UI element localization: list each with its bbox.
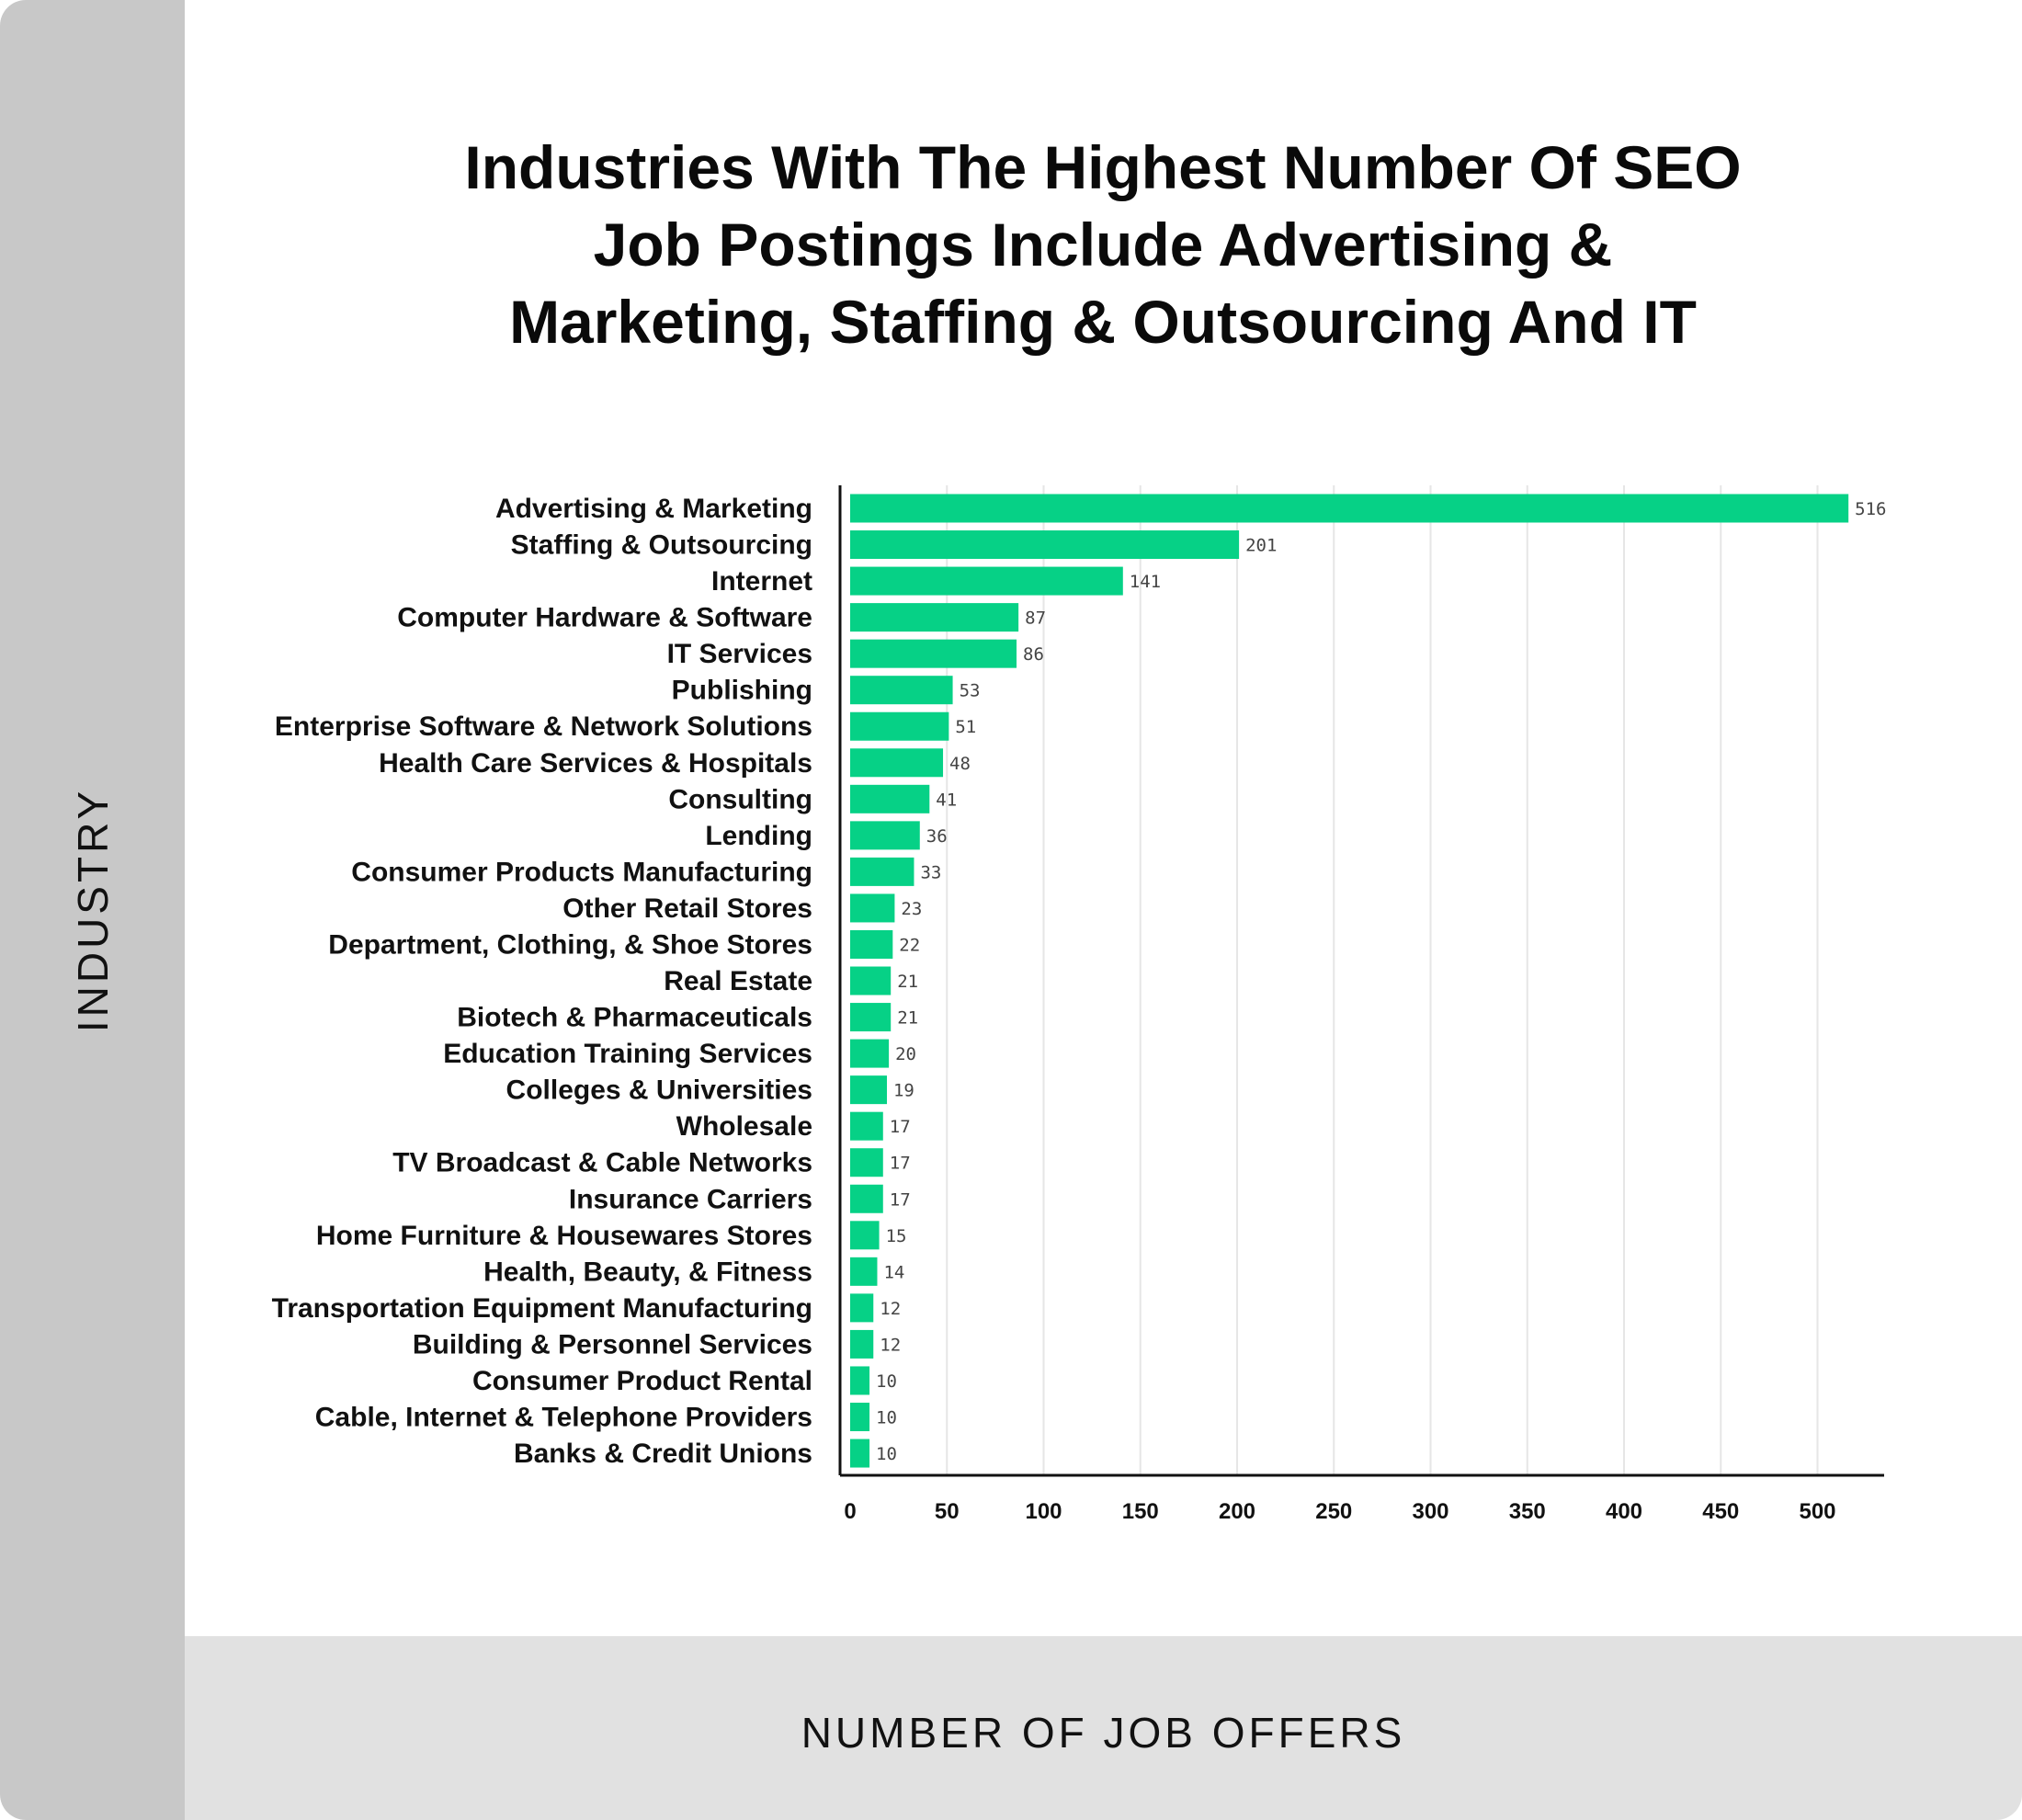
category-label: Health, Beauty, & Fitness — [483, 1257, 812, 1287]
bar — [850, 530, 1240, 560]
data-label: 17 — [890, 1117, 911, 1137]
bar — [850, 639, 1017, 668]
bar — [850, 494, 1849, 523]
category-label: TV Broadcast & Cable Networks — [392, 1148, 812, 1178]
category-label: Home Furniture & Housewares Stores — [316, 1221, 812, 1251]
bar — [850, 1257, 878, 1286]
data-label: 53 — [960, 681, 981, 701]
data-label: 36 — [926, 826, 948, 847]
data-label: 87 — [1025, 609, 1046, 629]
bar — [850, 1111, 883, 1141]
bar — [850, 1403, 870, 1431]
data-label: 19 — [893, 1081, 914, 1101]
data-label: 22 — [899, 935, 920, 955]
category-label: Wholesale — [676, 1111, 812, 1142]
x-axis-label: NUMBER OF JOB OFFERS — [801, 1709, 1406, 1757]
category-label: Internet — [711, 566, 812, 597]
data-label: 17 — [890, 1189, 911, 1210]
data-label: 10 — [876, 1444, 897, 1464]
bar — [850, 676, 953, 705]
bar — [850, 1148, 883, 1177]
bar — [850, 1039, 890, 1068]
bar — [850, 784, 930, 813]
x-tick-label: 250 — [1315, 1499, 1352, 1524]
x-tick-label: 450 — [1702, 1499, 1739, 1524]
data-label: 86 — [1023, 644, 1044, 665]
category-label: Computer Hardware & Software — [397, 603, 812, 633]
category-label: Publishing — [672, 676, 812, 706]
data-label: 12 — [880, 1335, 901, 1355]
bar — [850, 929, 893, 959]
data-label: 48 — [949, 754, 971, 774]
bar — [850, 1075, 887, 1105]
bar — [850, 603, 1019, 632]
category-label: Banks & Credit Unions — [514, 1439, 812, 1469]
category-label: Staffing & Outsourcing — [511, 530, 812, 561]
data-label: 15 — [886, 1226, 907, 1246]
category-label: Health Care Services & Hospitals — [379, 748, 812, 779]
category-label: Biotech & Pharmaceuticals — [457, 1003, 812, 1033]
x-tick-label: 500 — [1799, 1499, 1835, 1524]
bar — [850, 1329, 874, 1359]
category-label: Department, Clothing, & Shoe Stores — [328, 929, 812, 960]
category-label: Consumer Product Rental — [472, 1366, 812, 1396]
category-label: Cable, Internet & Telephone Providers — [315, 1403, 812, 1433]
bar — [850, 1184, 883, 1213]
category-label: Transportation Equipment Manufacturing — [272, 1293, 812, 1324]
data-label: 51 — [955, 717, 976, 737]
data-label: 20 — [895, 1044, 916, 1064]
category-label: Insurance Carriers — [569, 1184, 812, 1214]
bar — [850, 857, 914, 886]
data-label: 17 — [890, 1154, 911, 1174]
category-label: Consulting — [668, 784, 812, 814]
category-label: Lending — [705, 821, 812, 851]
x-tick-label: 400 — [1606, 1499, 1642, 1524]
data-label: 14 — [883, 1262, 904, 1282]
category-label: Education Training Services — [443, 1039, 812, 1069]
bar — [850, 893, 895, 923]
bar — [850, 566, 1123, 596]
y-axis-label-panel: INDUSTRY — [0, 0, 185, 1820]
bar — [850, 966, 892, 995]
data-label: 201 — [1245, 536, 1277, 556]
category-label: Enterprise Software & Network Solutions — [275, 711, 812, 742]
bar — [850, 711, 949, 741]
data-label: 21 — [897, 972, 918, 992]
category-label: IT Services — [667, 639, 812, 669]
category-label: Real Estate — [664, 966, 812, 996]
x-tick-label: 150 — [1122, 1499, 1159, 1524]
x-tick-label: 0 — [844, 1499, 856, 1524]
bar — [850, 1293, 874, 1323]
x-axis-label-panel: NUMBER OF JOB OFFERS — [185, 1636, 2022, 1820]
x-tick-label: 300 — [1412, 1499, 1448, 1524]
category-label: Consumer Products Manufacturing — [351, 857, 812, 887]
x-tick-label: 50 — [935, 1499, 960, 1524]
data-label: 23 — [901, 899, 922, 919]
x-tick-label: 200 — [1219, 1499, 1255, 1524]
data-label: 10 — [876, 1371, 897, 1392]
bar — [850, 1366, 870, 1395]
x-tick-label: 100 — [1025, 1499, 1062, 1524]
data-label: 41 — [936, 790, 957, 810]
x-tick-label: 350 — [1509, 1499, 1546, 1524]
data-label: 33 — [920, 862, 941, 882]
bar — [850, 748, 944, 778]
data-label: 21 — [897, 1008, 918, 1029]
bar — [850, 1221, 880, 1250]
chart-title: Industries With The Highest Number Of SE… — [464, 133, 1742, 356]
bar — [850, 821, 920, 850]
category-label: Other Retail Stores — [562, 893, 812, 924]
data-label: 10 — [876, 1408, 897, 1428]
category-label: Building & Personnel Services — [413, 1329, 812, 1359]
category-label: Advertising & Marketing — [495, 494, 812, 524]
data-label: 516 — [1855, 499, 1886, 519]
bar — [850, 1003, 892, 1032]
bar — [850, 1439, 870, 1468]
bar-chart: Advertising & Marketing 516 Staffing & Out… — [272, 485, 1887, 1524]
data-label: 12 — [880, 1299, 901, 1319]
data-label: 141 — [1130, 572, 1161, 592]
category-label: Colleges & Universities — [506, 1075, 812, 1106]
